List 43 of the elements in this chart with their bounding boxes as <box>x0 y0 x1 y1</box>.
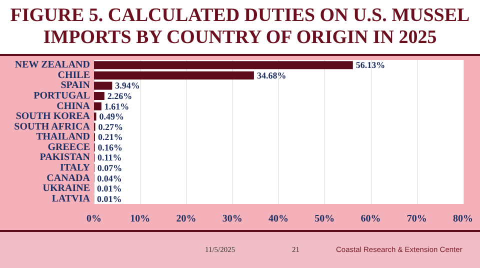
data-label: 0.27% <box>98 122 123 132</box>
x-tick-label: 80% <box>453 214 473 224</box>
y-tick-label: NEW ZEALAND <box>14 60 90 71</box>
x-tick-label: 10% <box>130 214 150 224</box>
x-tick-label: 40% <box>268 214 288 224</box>
y-tick-label: GREECE <box>48 142 90 153</box>
data-label: 0.16% <box>98 142 122 152</box>
bar <box>94 102 102 110</box>
y-tick-label: PAKISTAN <box>40 152 91 164</box>
data-label: 2.26% <box>107 91 132 101</box>
x-tick-label: 0% <box>86 214 102 224</box>
data-label: 0.04% <box>97 173 122 184</box>
x-tick-label: 70% <box>406 214 427 224</box>
data-label: 0.21% <box>98 132 123 142</box>
y-tick-label: SOUTH AFRICA <box>14 121 91 132</box>
y-tick-label: CHILE <box>58 70 90 81</box>
data-label: 0.01% <box>97 194 122 204</box>
data-label: 0.11% <box>98 152 122 163</box>
bar <box>94 61 353 70</box>
y-tick-label: CHINA <box>56 100 91 112</box>
y-tick-label: SPAIN <box>60 80 91 92</box>
bar <box>94 92 104 100</box>
chart-title: FIGURE 5. CALCULATED DUTIES ON U.S. MUSSEL IMPORTS BY COUNTRY OF ORIGIN IN 2025 <box>0 0 480 56</box>
y-tick-label: LATVIA <box>52 193 91 204</box>
x-tick-label: 60% <box>360 214 381 224</box>
y-tick-label: ITALY <box>60 162 91 174</box>
data-label: 1.61% <box>104 101 130 112</box>
data-label: 56.13% <box>356 60 386 70</box>
data-label: 0.01% <box>97 184 122 194</box>
y-tick-label: CANADA <box>46 172 91 184</box>
x-tick-label: 50% <box>314 214 335 224</box>
x-tick-label: 20% <box>176 214 196 224</box>
y-tick-label: UKRAINE <box>42 183 90 194</box>
y-tick-label: SOUTH KOREA <box>16 111 91 122</box>
bar <box>94 82 112 90</box>
bar <box>94 71 254 80</box>
x-tick-label: 30% <box>222 214 242 224</box>
y-tick-label: THAILAND <box>36 132 90 143</box>
data-label: 0.49% <box>99 112 124 122</box>
data-label: 0.07% <box>97 163 122 173</box>
data-label: 3.94% <box>115 80 140 91</box>
data-label: 34.68% <box>256 70 286 80</box>
y-tick-label: PORTUGAL <box>34 90 90 102</box>
